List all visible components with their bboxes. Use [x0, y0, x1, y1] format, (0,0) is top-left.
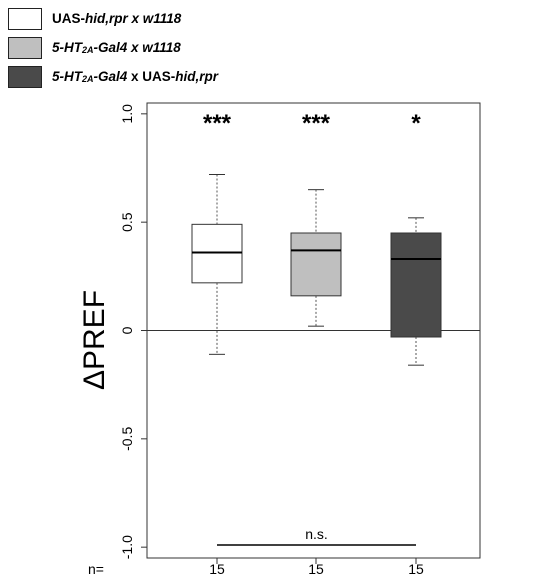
y-axis-label: ΔPREF — [78, 290, 111, 390]
y-tick-label: 0.5 — [119, 212, 135, 232]
legend-swatch — [8, 66, 42, 88]
legend-label: UAS-hid,rpr x w1118 — [52, 11, 182, 26]
legend-swatch — [8, 37, 42, 59]
y-tick-label: -0.5 — [119, 427, 135, 451]
box — [191, 223, 243, 284]
significance-label: * — [411, 110, 421, 137]
n-count: 15 — [408, 561, 424, 577]
y-tick-label: 1.0 — [119, 104, 135, 124]
legend-label: 5-HT2A-Gal4 x UAS-hid,rpr — [52, 69, 219, 84]
significance-label: *** — [302, 110, 331, 137]
y-tick-label: -1.0 — [119, 535, 135, 559]
significance-label: *** — [203, 110, 232, 137]
box — [290, 232, 342, 297]
n-count: 15 — [308, 561, 324, 577]
box — [390, 232, 442, 338]
n-label: n= — [88, 561, 104, 577]
comparison-label: n.s. — [305, 526, 328, 542]
n-count: 15 — [209, 561, 225, 577]
legend-label: 5-HT2A-Gal4 x w1118 — [52, 40, 181, 55]
legend-swatch — [8, 8, 42, 30]
y-tick-label: 0 — [119, 326, 135, 334]
